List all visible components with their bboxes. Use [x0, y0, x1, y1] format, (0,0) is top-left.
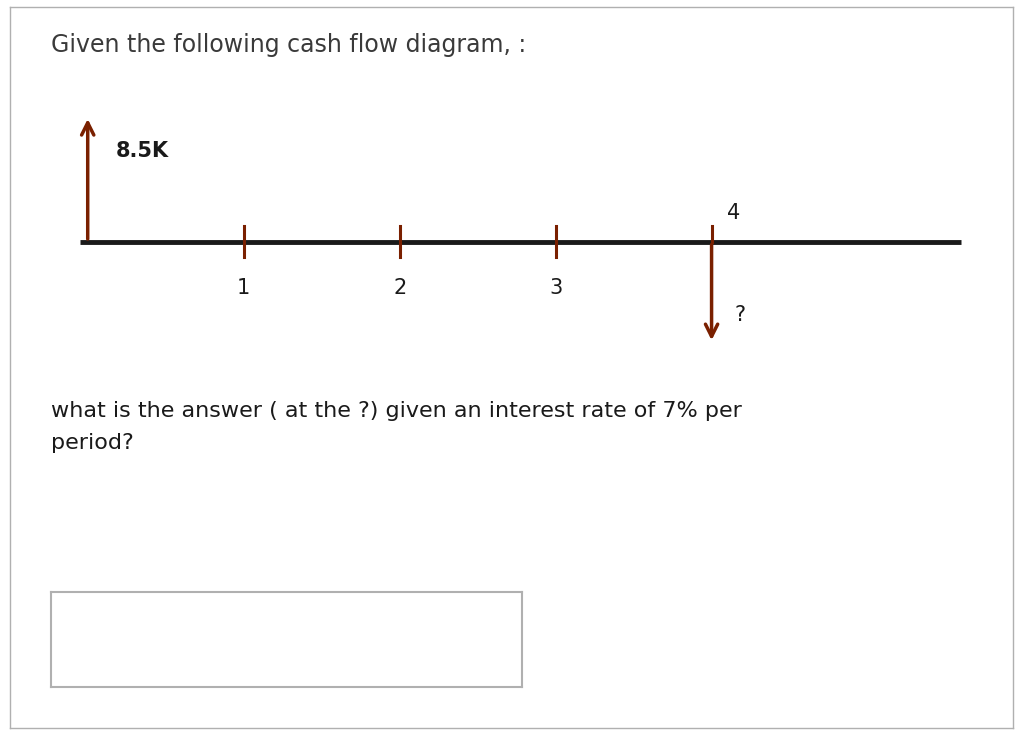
Text: what is the answer ( at the ?) given an interest rate of 7% per
period?: what is the answer ( at the ?) given an …	[51, 401, 742, 453]
Text: 8.5K: 8.5K	[116, 141, 169, 161]
Text: 2: 2	[393, 278, 406, 298]
Text: Given the following cash flow diagram, :: Given the following cash flow diagram, :	[51, 33, 527, 57]
Text: 3: 3	[549, 278, 563, 298]
Text: 1: 1	[237, 278, 251, 298]
Text: ?: ?	[735, 305, 746, 325]
Text: 4: 4	[727, 203, 741, 223]
